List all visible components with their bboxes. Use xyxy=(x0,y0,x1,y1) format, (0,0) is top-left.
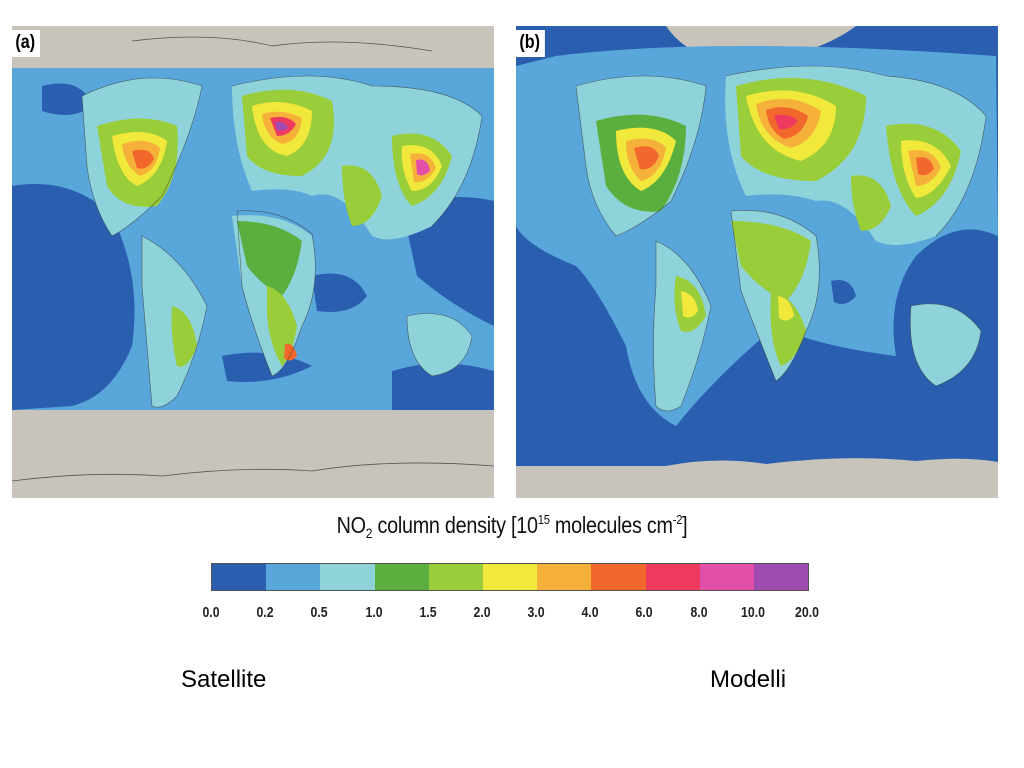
legend-title-mid2: molecules cm xyxy=(549,512,673,538)
legend-title-sub: 2 xyxy=(365,525,373,541)
colorbar-swatch xyxy=(428,564,483,590)
colorbar-tick-label: 0.2 xyxy=(256,604,274,621)
model-map-panel: (b) xyxy=(516,26,998,498)
model-no2-map xyxy=(516,26,998,498)
panel-a-label: (a) xyxy=(12,30,41,57)
model-caption: Modelli xyxy=(710,666,787,693)
satellite-no2-map xyxy=(12,26,494,498)
colorbar-swatch xyxy=(482,564,538,590)
colorbar-tick-label: 3.0 xyxy=(527,604,545,621)
colorbar-tick-label: 6.0 xyxy=(635,604,654,621)
satellite-map-panel: (a) xyxy=(12,26,494,498)
colorbar-tick-label: 0.0 xyxy=(202,604,220,621)
colorbar-ticks: 0.0 0.2 0.5 1.0 1.5 2.0 3.0 4.0 6.0 8.0 10.0 20.0 xyxy=(202,604,819,626)
colorbar-swatch xyxy=(320,564,375,590)
satellite-caption: Satellite xyxy=(181,666,267,693)
colorbar xyxy=(211,563,809,591)
colorbar-tick-label: 20.0 xyxy=(795,604,819,621)
colorbar-tick-label: 10.0 xyxy=(740,604,765,621)
colorbar-swatch xyxy=(537,564,592,590)
colorbar-tick-label: 2.0 xyxy=(473,604,491,621)
legend-title-sup1: 15 xyxy=(537,512,550,527)
colorbar-tick-label: 4.0 xyxy=(581,604,599,621)
colorbar-tick-label: 8.0 xyxy=(690,604,708,621)
legend-title: NO2 column density [1015 molecules cm-2] xyxy=(72,512,953,541)
colorbar-swatch xyxy=(699,564,754,590)
colorbar-swatch xyxy=(266,564,321,590)
legend-title-end: ] xyxy=(682,512,688,538)
colorbar-tick-label: 0.5 xyxy=(310,604,328,621)
colorbar-swatch xyxy=(591,564,646,590)
legend-title-sup2: -2 xyxy=(672,512,683,527)
colorbar-swatch xyxy=(374,564,429,590)
colorbar-tick-label: 1.5 xyxy=(419,604,437,621)
colorbar-swatch xyxy=(212,564,267,590)
colorbar-swatch xyxy=(645,564,700,590)
colorbar-tick-label: 1.0 xyxy=(364,604,383,621)
colorbar-swatch xyxy=(753,564,809,590)
panel-b-label: (b) xyxy=(516,30,546,57)
legend-title-mid: column density [10 xyxy=(372,512,538,538)
legend-title-prefix: NO xyxy=(336,512,366,538)
